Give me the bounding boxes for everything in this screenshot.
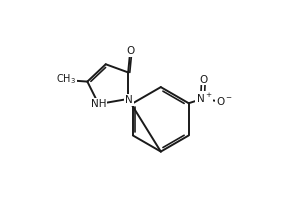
Text: CH$_3$: CH$_3$: [56, 73, 76, 86]
Text: O$^-$: O$^-$: [216, 95, 233, 107]
Text: NH: NH: [91, 99, 106, 109]
Text: O: O: [199, 74, 207, 85]
Text: N: N: [125, 95, 133, 105]
Text: O: O: [127, 46, 135, 56]
Text: N$^+$: N$^+$: [196, 92, 212, 105]
